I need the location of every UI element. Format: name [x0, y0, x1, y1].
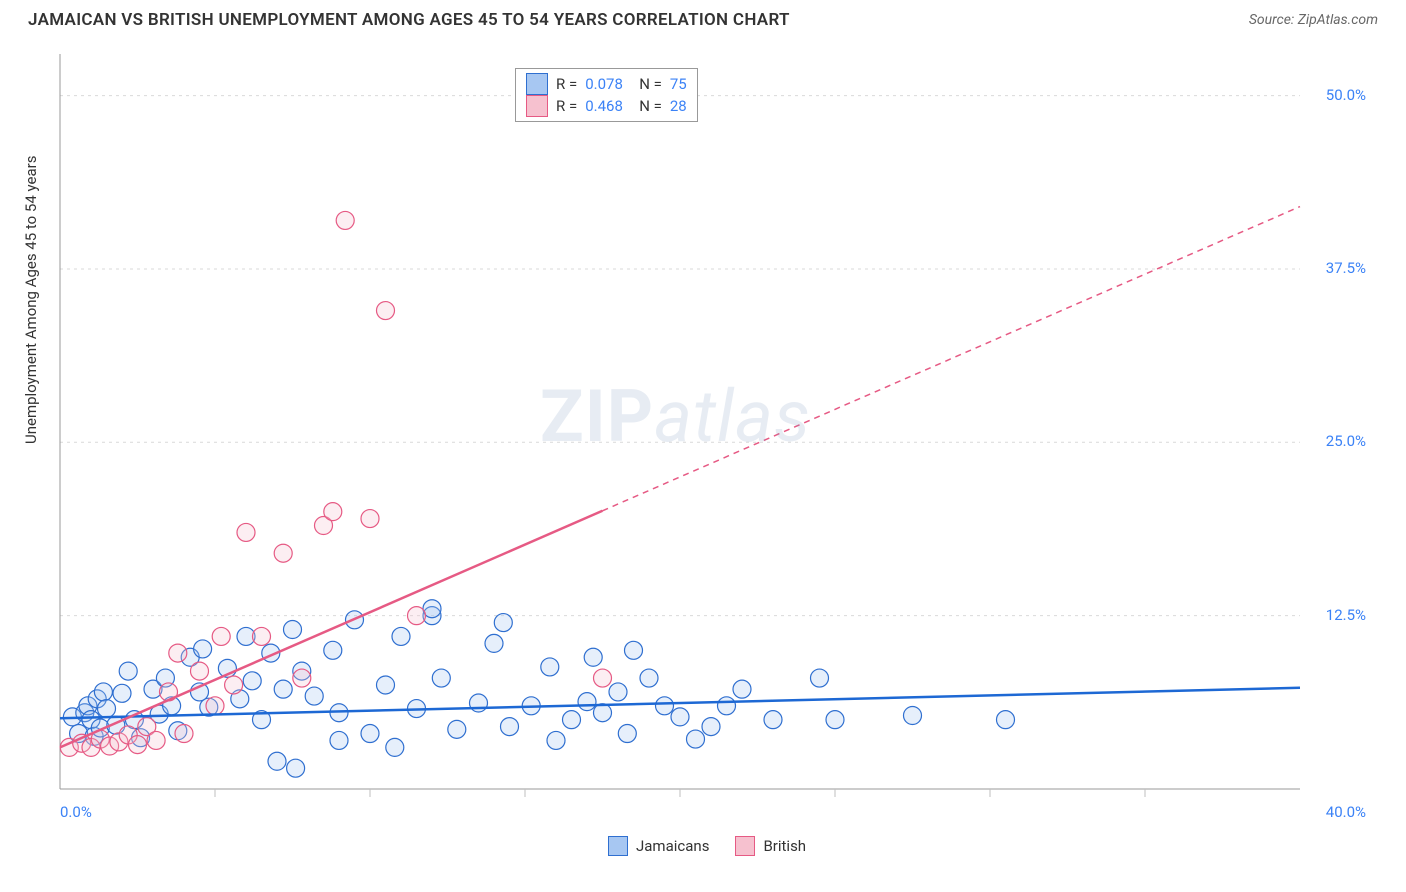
chart-source: Source: ZipAtlas.com [1249, 12, 1378, 28]
series-legend-label: British [763, 837, 806, 855]
legend-r-label: R = [556, 73, 577, 95]
correlation-legend: R = 0.078 N = 75 R = 0.468 N = 28 [515, 68, 698, 122]
correlation-legend-row: R = 0.468 N = 28 [526, 95, 687, 117]
legend-swatch [526, 73, 548, 95]
y-tick-label: 50.0% [1326, 86, 1366, 104]
chart-container: Unemployment Among Ages 45 to 54 years Z… [28, 44, 1378, 852]
chart-title: JAMAICAN VS BRITISH UNEMPLOYMENT AMONG A… [28, 10, 790, 30]
x-tick-label: 0.0% [60, 803, 92, 821]
legend-r-label: R = [556, 95, 577, 117]
y-axis-label: Unemployment Among Ages 45 to 54 years [22, 156, 40, 444]
scatter-plot: ZIPatlas 12.5%25.0%37.5%50.0%0.0%40.0%R … [60, 54, 1370, 814]
series-legend-label: Jamaicans [636, 837, 709, 855]
legend-n-value: 75 [670, 73, 687, 95]
legend-n-label: N = [639, 95, 662, 117]
legend-r-value: 0.078 [585, 73, 631, 95]
legend-r-value: 0.468 [585, 95, 631, 117]
legend-swatch [608, 836, 628, 856]
y-tick-label: 25.0% [1326, 432, 1366, 450]
x-tick-label: 40.0% [1326, 803, 1366, 821]
correlation-legend-row: R = 0.078 N = 75 [526, 73, 687, 95]
series-legend-item: Jamaicans [608, 836, 709, 856]
legend-swatch [735, 836, 755, 856]
y-tick-label: 37.5% [1326, 259, 1366, 277]
series-legend-item: British [735, 836, 806, 856]
y-tick-label: 12.5% [1326, 606, 1366, 624]
legend-n-value: 28 [670, 95, 687, 117]
legend-swatch [526, 95, 548, 117]
plot-svg [60, 54, 1370, 814]
series-legend: Jamaicans British [608, 836, 806, 856]
legend-n-label: N = [639, 73, 662, 95]
